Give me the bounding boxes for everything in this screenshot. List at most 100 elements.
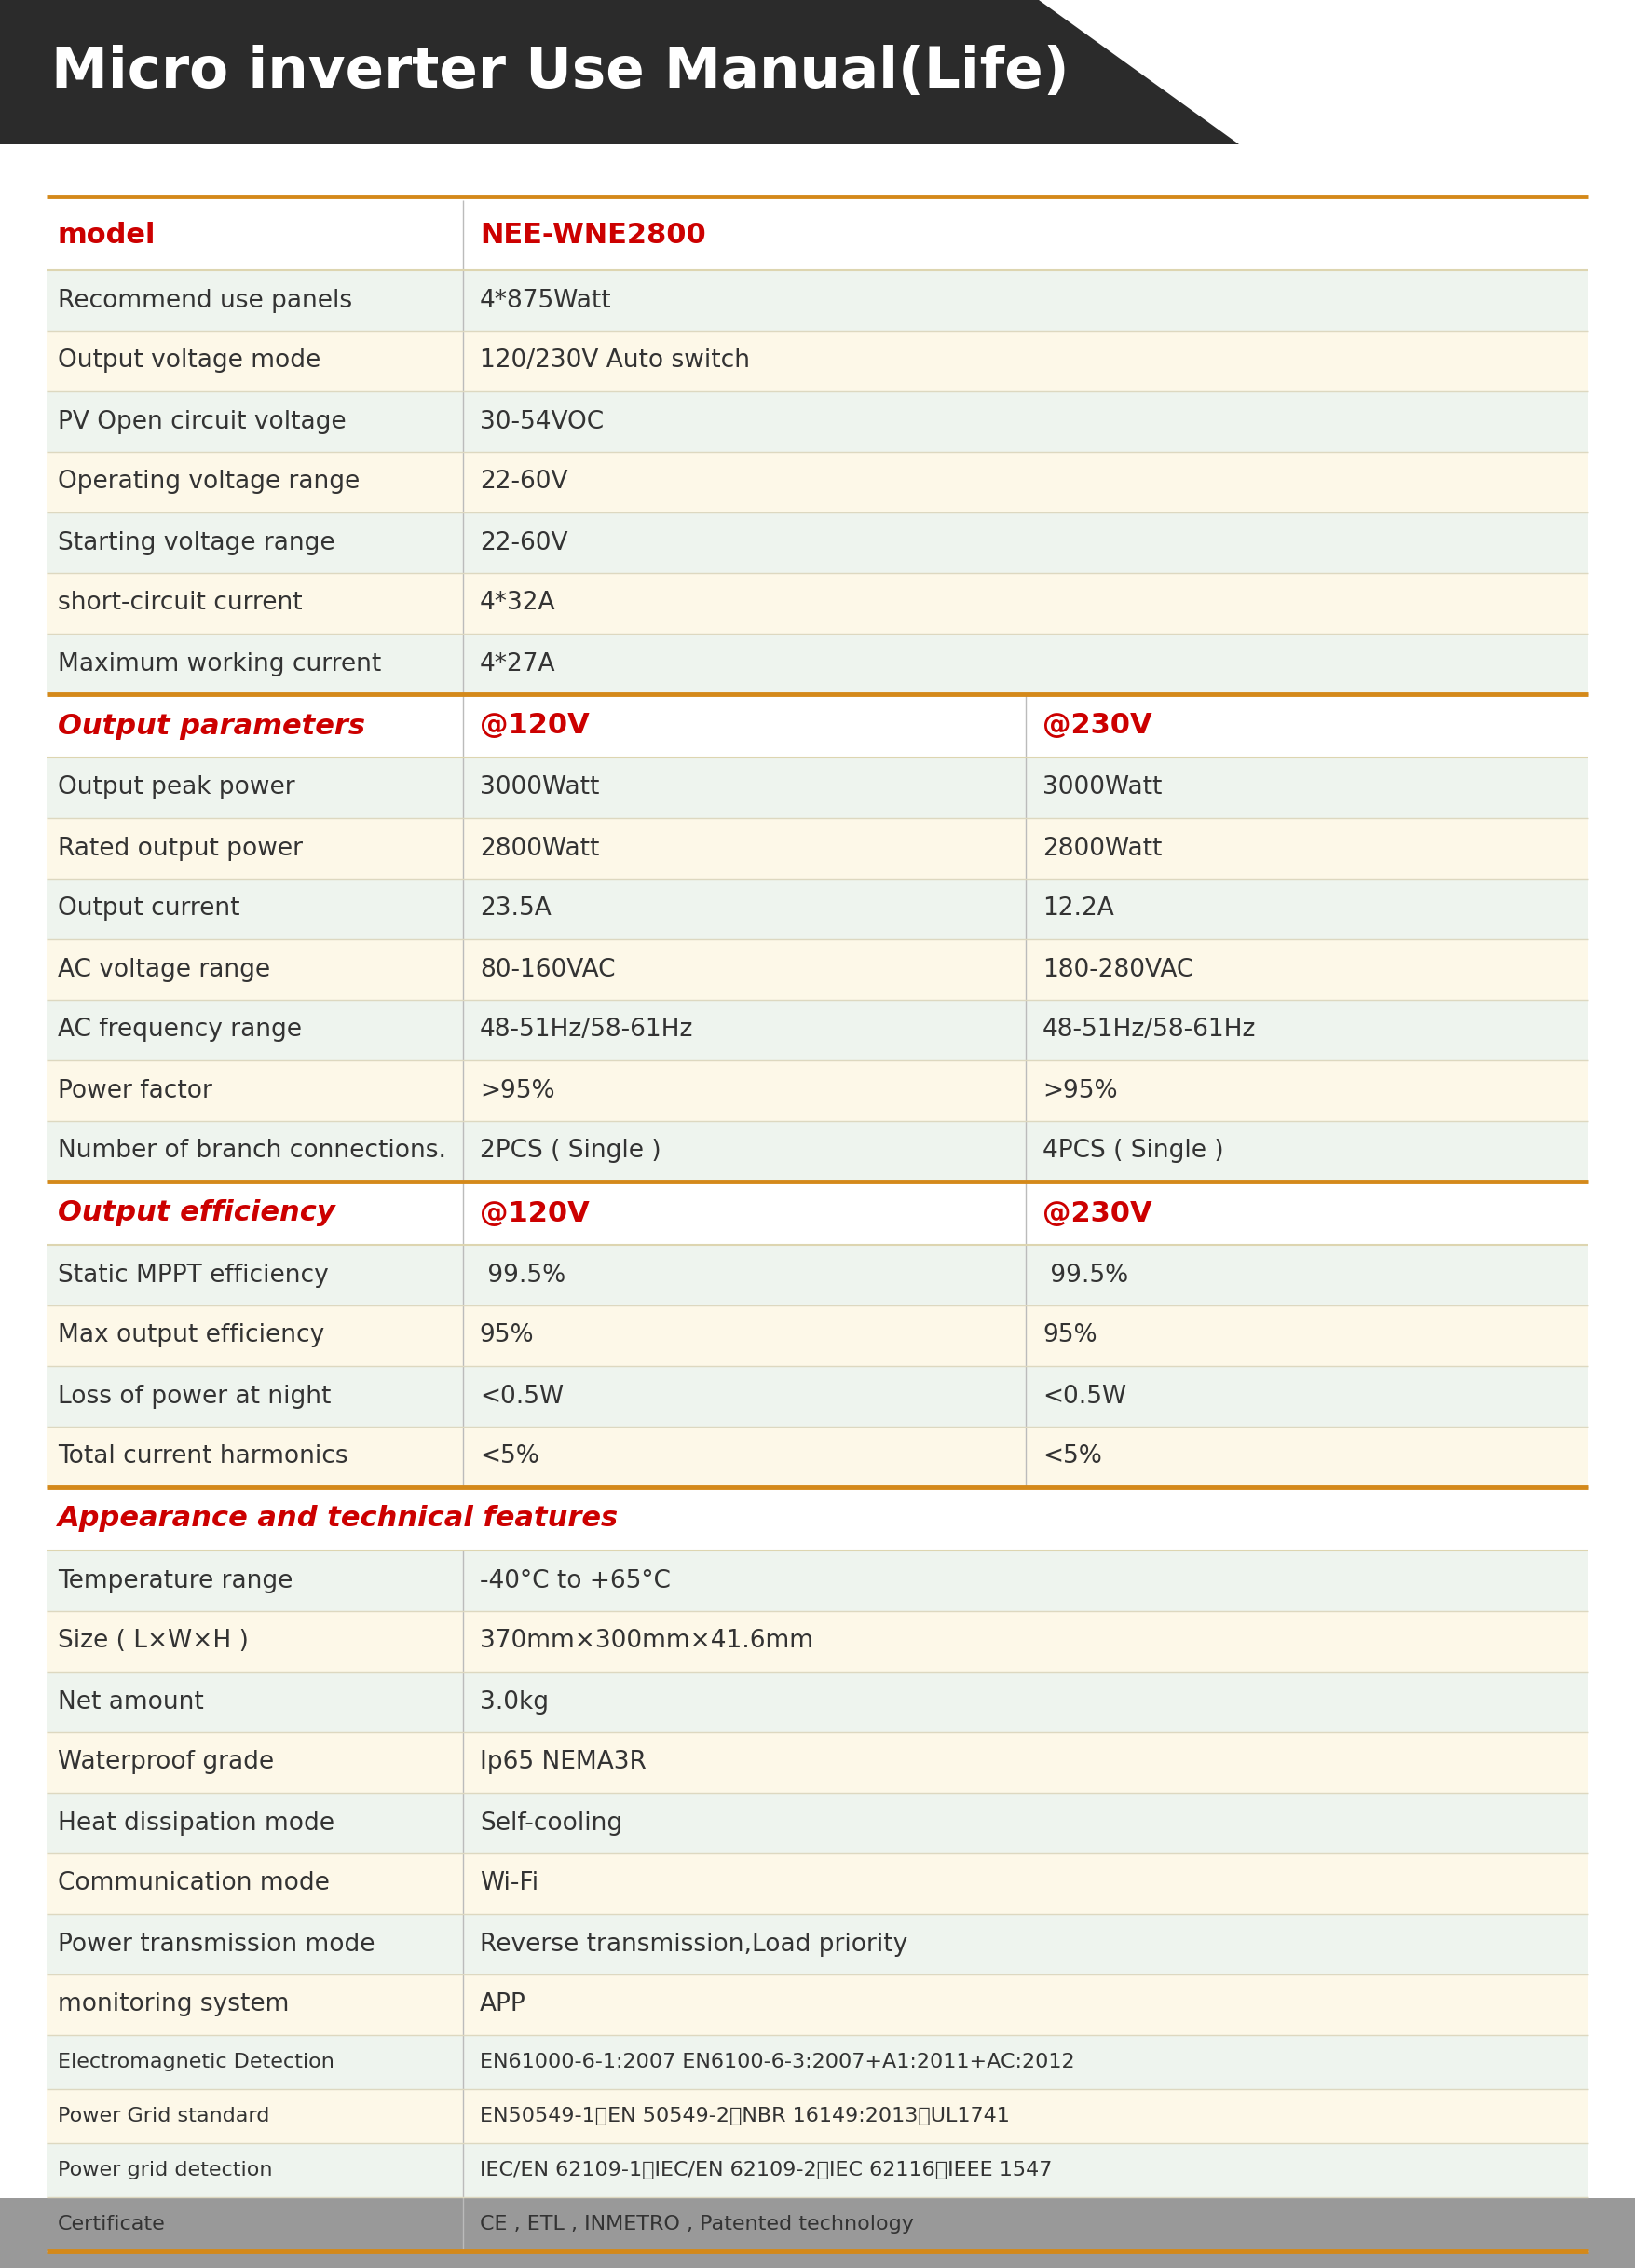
- Text: AC frequency range: AC frequency range: [57, 1018, 302, 1043]
- Text: 2800Watt: 2800Watt: [1043, 837, 1162, 860]
- Text: EN50549-1、EN 50549-2、NBR 16149:2013、UL1741: EN50549-1、EN 50549-2、NBR 16149:2013、UL17…: [479, 2107, 1010, 2125]
- Text: Reverse transmission,Load priority: Reverse transmission,Load priority: [479, 1932, 907, 1957]
- Text: 48-51Hz/58-61Hz: 48-51Hz/58-61Hz: [479, 1018, 693, 1043]
- Text: Power transmission mode: Power transmission mode: [57, 1932, 374, 1957]
- Bar: [46, 758, 1589, 819]
- Bar: [46, 819, 1589, 878]
- Text: Power grid detection: Power grid detection: [57, 2161, 273, 2180]
- Text: 180-280VAC: 180-280VAC: [1043, 957, 1194, 982]
- Text: Rated output power: Rated output power: [57, 837, 302, 860]
- Text: Power Grid standard: Power Grid standard: [57, 2107, 270, 2125]
- Bar: [46, 451, 1589, 513]
- Bar: [0, 0, 1635, 145]
- Text: <0.5W: <0.5W: [1043, 1383, 1127, 1408]
- Bar: [46, 2089, 1589, 2143]
- Text: Power factor: Power factor: [57, 1080, 213, 1102]
- Text: IEC/EN 62109-1、IEC/EN 62109-2、IEC 62116、IEEE 1547: IEC/EN 62109-1、IEC/EN 62109-2、IEC 62116、…: [479, 2161, 1051, 2180]
- Text: PV Open circuit voltage: PV Open circuit voltage: [57, 411, 347, 433]
- Text: Size ( L×W×H ): Size ( L×W×H ): [57, 1628, 249, 1653]
- Text: short-circuit current: short-circuit current: [57, 592, 302, 615]
- Bar: [46, 1672, 1589, 1733]
- Text: CE , ETL , INMETRO , Patented technology: CE , ETL , INMETRO , Patented technology: [479, 2216, 914, 2234]
- Text: 99.5%: 99.5%: [1043, 1263, 1128, 1288]
- Text: @230V: @230V: [1043, 1200, 1153, 1227]
- Text: 95%: 95%: [479, 1325, 535, 1347]
- Text: Appearance and technical features: Appearance and technical features: [57, 1506, 618, 1533]
- Text: <5%: <5%: [479, 1445, 540, 1470]
- Text: Total current harmonics: Total current harmonics: [57, 1445, 348, 1470]
- Text: 30-54VOC: 30-54VOC: [479, 411, 603, 433]
- Bar: [46, 331, 1589, 392]
- Text: Wi-Fi: Wi-Fi: [479, 1871, 538, 1896]
- Text: >95%: >95%: [479, 1080, 554, 1102]
- Text: @120V: @120V: [479, 712, 589, 739]
- Bar: [46, 1551, 1589, 1610]
- Bar: [46, 2252, 1589, 2268]
- Bar: [46, 1610, 1589, 1672]
- Text: Self-cooling: Self-cooling: [479, 1810, 623, 1835]
- Text: -40°C to +65°C: -40°C to +65°C: [479, 1569, 670, 1592]
- Text: 2PCS ( Single ): 2PCS ( Single ): [479, 1139, 661, 1163]
- Text: Starting voltage range: Starting voltage range: [57, 531, 335, 556]
- Text: Ip65 NEMA3R: Ip65 NEMA3R: [479, 1751, 646, 1774]
- Text: Heat dissipation mode: Heat dissipation mode: [57, 1810, 335, 1835]
- Text: 4*27A: 4*27A: [479, 651, 556, 676]
- Bar: [46, 1245, 1589, 1306]
- Text: Output efficiency: Output efficiency: [57, 1200, 335, 1227]
- Bar: [46, 1000, 1589, 1061]
- Text: 99.5%: 99.5%: [479, 1263, 566, 1288]
- Bar: [46, 1182, 1589, 1245]
- Text: 80-160VAC: 80-160VAC: [479, 957, 615, 982]
- Text: 22-60V: 22-60V: [479, 531, 567, 556]
- Text: 4*875Watt: 4*875Watt: [479, 288, 611, 313]
- Bar: [46, 633, 1589, 694]
- Text: APP: APP: [479, 1994, 526, 2016]
- Bar: [0, 2198, 1635, 2268]
- Bar: [46, 1306, 1589, 1365]
- Text: Output current: Output current: [57, 896, 240, 921]
- Bar: [46, 1061, 1589, 1120]
- Text: 3.0kg: 3.0kg: [479, 1690, 549, 1715]
- Text: @120V: @120V: [479, 1200, 589, 1227]
- Text: Temperature range: Temperature range: [57, 1569, 293, 1592]
- Text: EN61000-6-1:2007 EN6100-6-3:2007+A1:2011+AC:2012: EN61000-6-1:2007 EN6100-6-3:2007+A1:2011…: [479, 2053, 1074, 2071]
- Polygon shape: [1038, 0, 1635, 145]
- Bar: [46, 2198, 1589, 2252]
- Text: AC voltage range: AC voltage range: [57, 957, 270, 982]
- Bar: [46, 270, 1589, 331]
- Bar: [46, 1975, 1589, 2034]
- Bar: [46, 574, 1589, 633]
- Bar: [46, 1120, 1589, 1182]
- Bar: [46, 1488, 1589, 1551]
- Bar: [46, 878, 1589, 939]
- Text: 22-60V: 22-60V: [479, 469, 567, 494]
- Text: Recommend use panels: Recommend use panels: [57, 288, 352, 313]
- Text: 48-51Hz/58-61Hz: 48-51Hz/58-61Hz: [1043, 1018, 1256, 1043]
- Text: NEE-WNE2800: NEE-WNE2800: [479, 222, 706, 249]
- Text: Max output efficiency: Max output efficiency: [57, 1325, 324, 1347]
- Text: 3000Watt: 3000Watt: [1043, 776, 1162, 801]
- Bar: [46, 2034, 1589, 2089]
- Text: 2800Watt: 2800Watt: [479, 837, 600, 860]
- Bar: [46, 200, 1589, 270]
- Text: 4PCS ( Single ): 4PCS ( Single ): [1043, 1139, 1223, 1163]
- Bar: [46, 1427, 1589, 1488]
- Text: 120/230V Auto switch: 120/230V Auto switch: [479, 349, 750, 374]
- Text: 4*32A: 4*32A: [479, 592, 556, 615]
- Text: Loss of power at night: Loss of power at night: [57, 1383, 330, 1408]
- Text: Certificate: Certificate: [57, 2216, 165, 2234]
- Text: Maximum working current: Maximum working current: [57, 651, 381, 676]
- Text: Static MPPT efficiency: Static MPPT efficiency: [57, 1263, 329, 1288]
- Text: Communication mode: Communication mode: [57, 1871, 330, 1896]
- Text: Micro inverter Use Manual(Life): Micro inverter Use Manual(Life): [51, 45, 1069, 100]
- Bar: [46, 694, 1589, 758]
- Bar: [46, 2143, 1589, 2198]
- Bar: [46, 392, 1589, 451]
- Text: @230V: @230V: [1043, 712, 1153, 739]
- Text: >95%: >95%: [1043, 1080, 1118, 1102]
- Text: Number of branch connections.: Number of branch connections.: [57, 1139, 446, 1163]
- Text: 370mm×300mm×41.6mm: 370mm×300mm×41.6mm: [479, 1628, 813, 1653]
- Text: Net amount: Net amount: [57, 1690, 204, 1715]
- Text: model: model: [57, 222, 155, 249]
- Bar: [46, 1853, 1589, 1914]
